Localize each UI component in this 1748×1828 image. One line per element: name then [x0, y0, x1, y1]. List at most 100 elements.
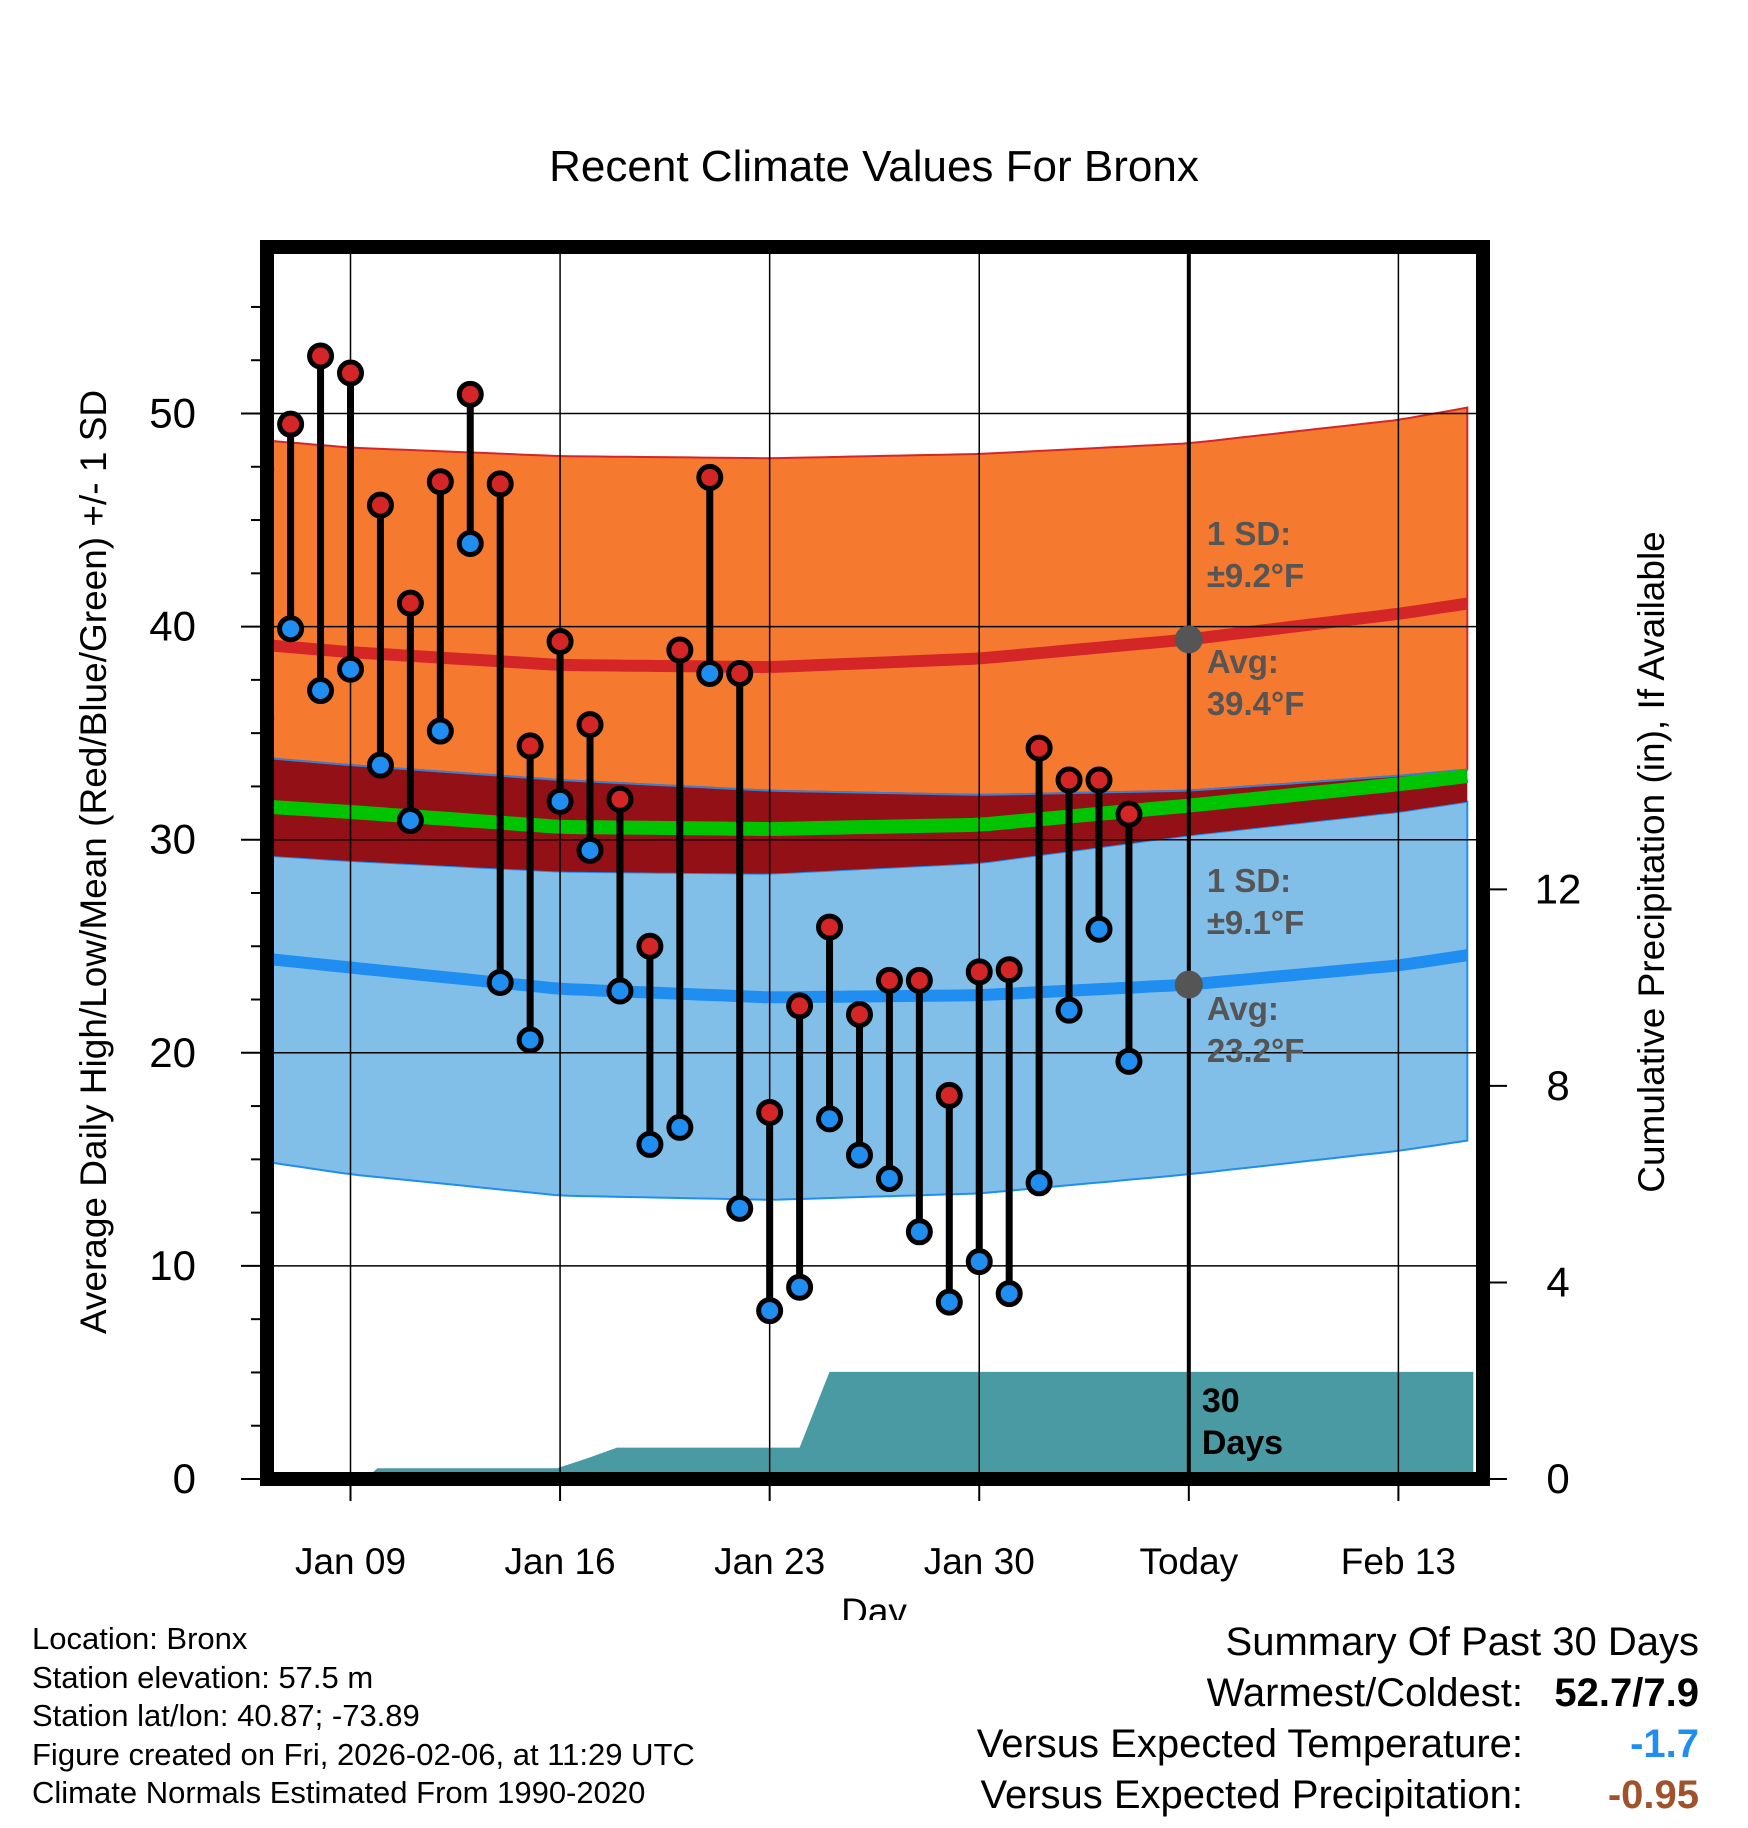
daily-low-point — [277, 615, 305, 643]
daily-high-point — [965, 958, 993, 986]
daily-high-point — [606, 785, 634, 813]
daily-high-point — [456, 380, 484, 408]
daily-high-point — [1148, 0, 1170, 11]
summary-panel: Summary Of Past 30 Days Warmest/Coldest:… — [977, 1617, 1699, 1821]
daily-low-point — [756, 1297, 784, 1325]
daily-high-point — [516, 732, 544, 760]
daily-high-point — [486, 470, 514, 498]
daily-low-point — [516, 1026, 544, 1054]
summary-temp-row: Versus Expected Temperature: -1.7 — [977, 1719, 1699, 1770]
daily-high-point — [307, 342, 335, 370]
daily-low-point — [935, 1288, 963, 1316]
normal-high-line — [267, 597, 1469, 674]
daily-low-point — [1148, 0, 1170, 11]
daily-low-point — [1115, 1047, 1143, 1075]
low-sd-label: 1 SD: — [1207, 862, 1291, 899]
high-sd-band — [267, 406, 1469, 796]
daily-low-point — [606, 977, 634, 1005]
created-text: Figure created on Fri, 2026-02-06, at 11… — [32, 1736, 695, 1772]
today-low-avg-marker — [1174, 970, 1203, 999]
warm-cold-value: 52.7/7.9 — [1554, 1671, 1699, 1715]
precip-label-line1: 30 — [1202, 1382, 1240, 1420]
y2-tick-label: 4 — [1546, 1258, 1569, 1305]
daily-low-point — [696, 659, 724, 687]
y2-axis-title: Cumulative Precipitation (in), If Availa… — [1631, 531, 1672, 1193]
latlon-text: Station lat/lon: 40.87; -73.89 — [32, 1698, 420, 1733]
today-high-avg-marker — [1174, 625, 1203, 654]
daily-high-point — [576, 711, 604, 739]
daily-high-point — [337, 359, 364, 387]
daily-low-point — [816, 1105, 844, 1133]
sd-overlap-band — [267, 758, 1468, 874]
y-tick-label: 30 — [149, 816, 196, 863]
normal-mean-line — [267, 769, 1469, 837]
daily-high-point — [756, 1098, 784, 1126]
x-tick-label: Jan 09 — [295, 1541, 406, 1582]
daily-high-point — [1055, 766, 1083, 794]
daily-low-point — [845, 1141, 873, 1169]
daily-low-point — [1055, 996, 1083, 1024]
daily-low-point — [307, 677, 335, 705]
high-avg-label: Avg: — [1207, 643, 1279, 680]
daily-high-point — [1115, 800, 1143, 828]
daily-low-point — [337, 655, 364, 683]
daily-high-point — [905, 966, 933, 994]
precip-area — [267, 1371, 1474, 1479]
y-axis-title: Average Daily High/Low/Mean (Red/Blue/Gr… — [73, 390, 114, 1334]
high-sd-value: ±9.2°F — [1207, 557, 1304, 594]
daily-high-point — [786, 992, 814, 1020]
elevation-text: Station elevation: 57.5 m — [32, 1659, 374, 1695]
daily-high-point — [845, 1000, 873, 1028]
daily-high-point — [726, 659, 754, 687]
warm-cold-label: Warmest/Coldest: — [1206, 1671, 1523, 1715]
temp-value: -1.7 — [1630, 1722, 1699, 1766]
y2-tick-label: 8 — [1546, 1062, 1569, 1109]
y-tick-label: 20 — [149, 1029, 196, 1076]
daily-high-point — [277, 410, 305, 438]
daily-low-point — [486, 968, 514, 996]
daily-low-point — [1085, 915, 1113, 943]
chart-title: Recent Climate Values For Bronx — [549, 142, 1199, 191]
daily-high-point — [546, 628, 574, 656]
plot-area: 1 SD: ±9.2°F Avg: 39.4°F 1 SD: ±9.1°F Avg: 23.2… — [267, 0, 1483, 1479]
precip-value: -0.95 — [1607, 1773, 1699, 1817]
x-tick-label: Jan 30 — [924, 1541, 1035, 1582]
daily-low-point — [965, 1248, 993, 1276]
daily-high-point — [426, 468, 454, 496]
daily-high-point — [935, 1081, 963, 1109]
x-axis-title: Day — [841, 1591, 907, 1620]
daily-low-point — [905, 1218, 933, 1246]
station-info: Location: Bronx Station elevation: 57.5 … — [32, 1620, 695, 1813]
daily-high-point — [875, 966, 903, 994]
daily-high-point — [666, 636, 694, 664]
daily-low-point — [726, 1194, 754, 1222]
y-tick-label: 0 — [173, 1455, 196, 1502]
y-tick-label: 40 — [149, 603, 196, 650]
daily-high-point — [1085, 766, 1113, 794]
daily-low-point — [786, 1273, 814, 1301]
daily-low-point — [576, 836, 604, 864]
y-axis: 0 10 20 30 40 50 — [149, 305, 267, 1502]
daily-stems — [267, 0, 1170, 1325]
low-avg-value: 23.2°F — [1207, 1032, 1305, 1069]
y2-tick-label: 12 — [1535, 865, 1582, 912]
location-text: Location: Bronx — [32, 1621, 248, 1656]
plot-frame — [260, 240, 1490, 1486]
y2-axis: 0 4 8 12 — [1483, 865, 1581, 1502]
daily-high-point — [636, 932, 664, 960]
low-sd-value: ±9.1°F — [1207, 904, 1304, 941]
precip-label: Versus Expected Precipitation: — [980, 1773, 1523, 1817]
high-sd-label: 1 SD: — [1207, 515, 1291, 552]
daily-high-point — [816, 913, 844, 941]
summary-precip-row: Versus Expected Precipitation: -0.95 — [977, 1770, 1699, 1821]
x-tick-label: Today — [1139, 1541, 1238, 1582]
y-tick-label: 50 — [149, 390, 196, 437]
y-tick-label: 10 — [149, 1242, 196, 1289]
daily-high-point — [396, 589, 424, 617]
daily-high-point — [1025, 734, 1053, 762]
x-tick-label: Jan 23 — [714, 1541, 825, 1582]
daily-low-point — [546, 787, 574, 815]
low-avg-label: Avg: — [1207, 990, 1279, 1027]
daily-low-point — [636, 1130, 664, 1158]
daily-low-point — [396, 807, 424, 835]
